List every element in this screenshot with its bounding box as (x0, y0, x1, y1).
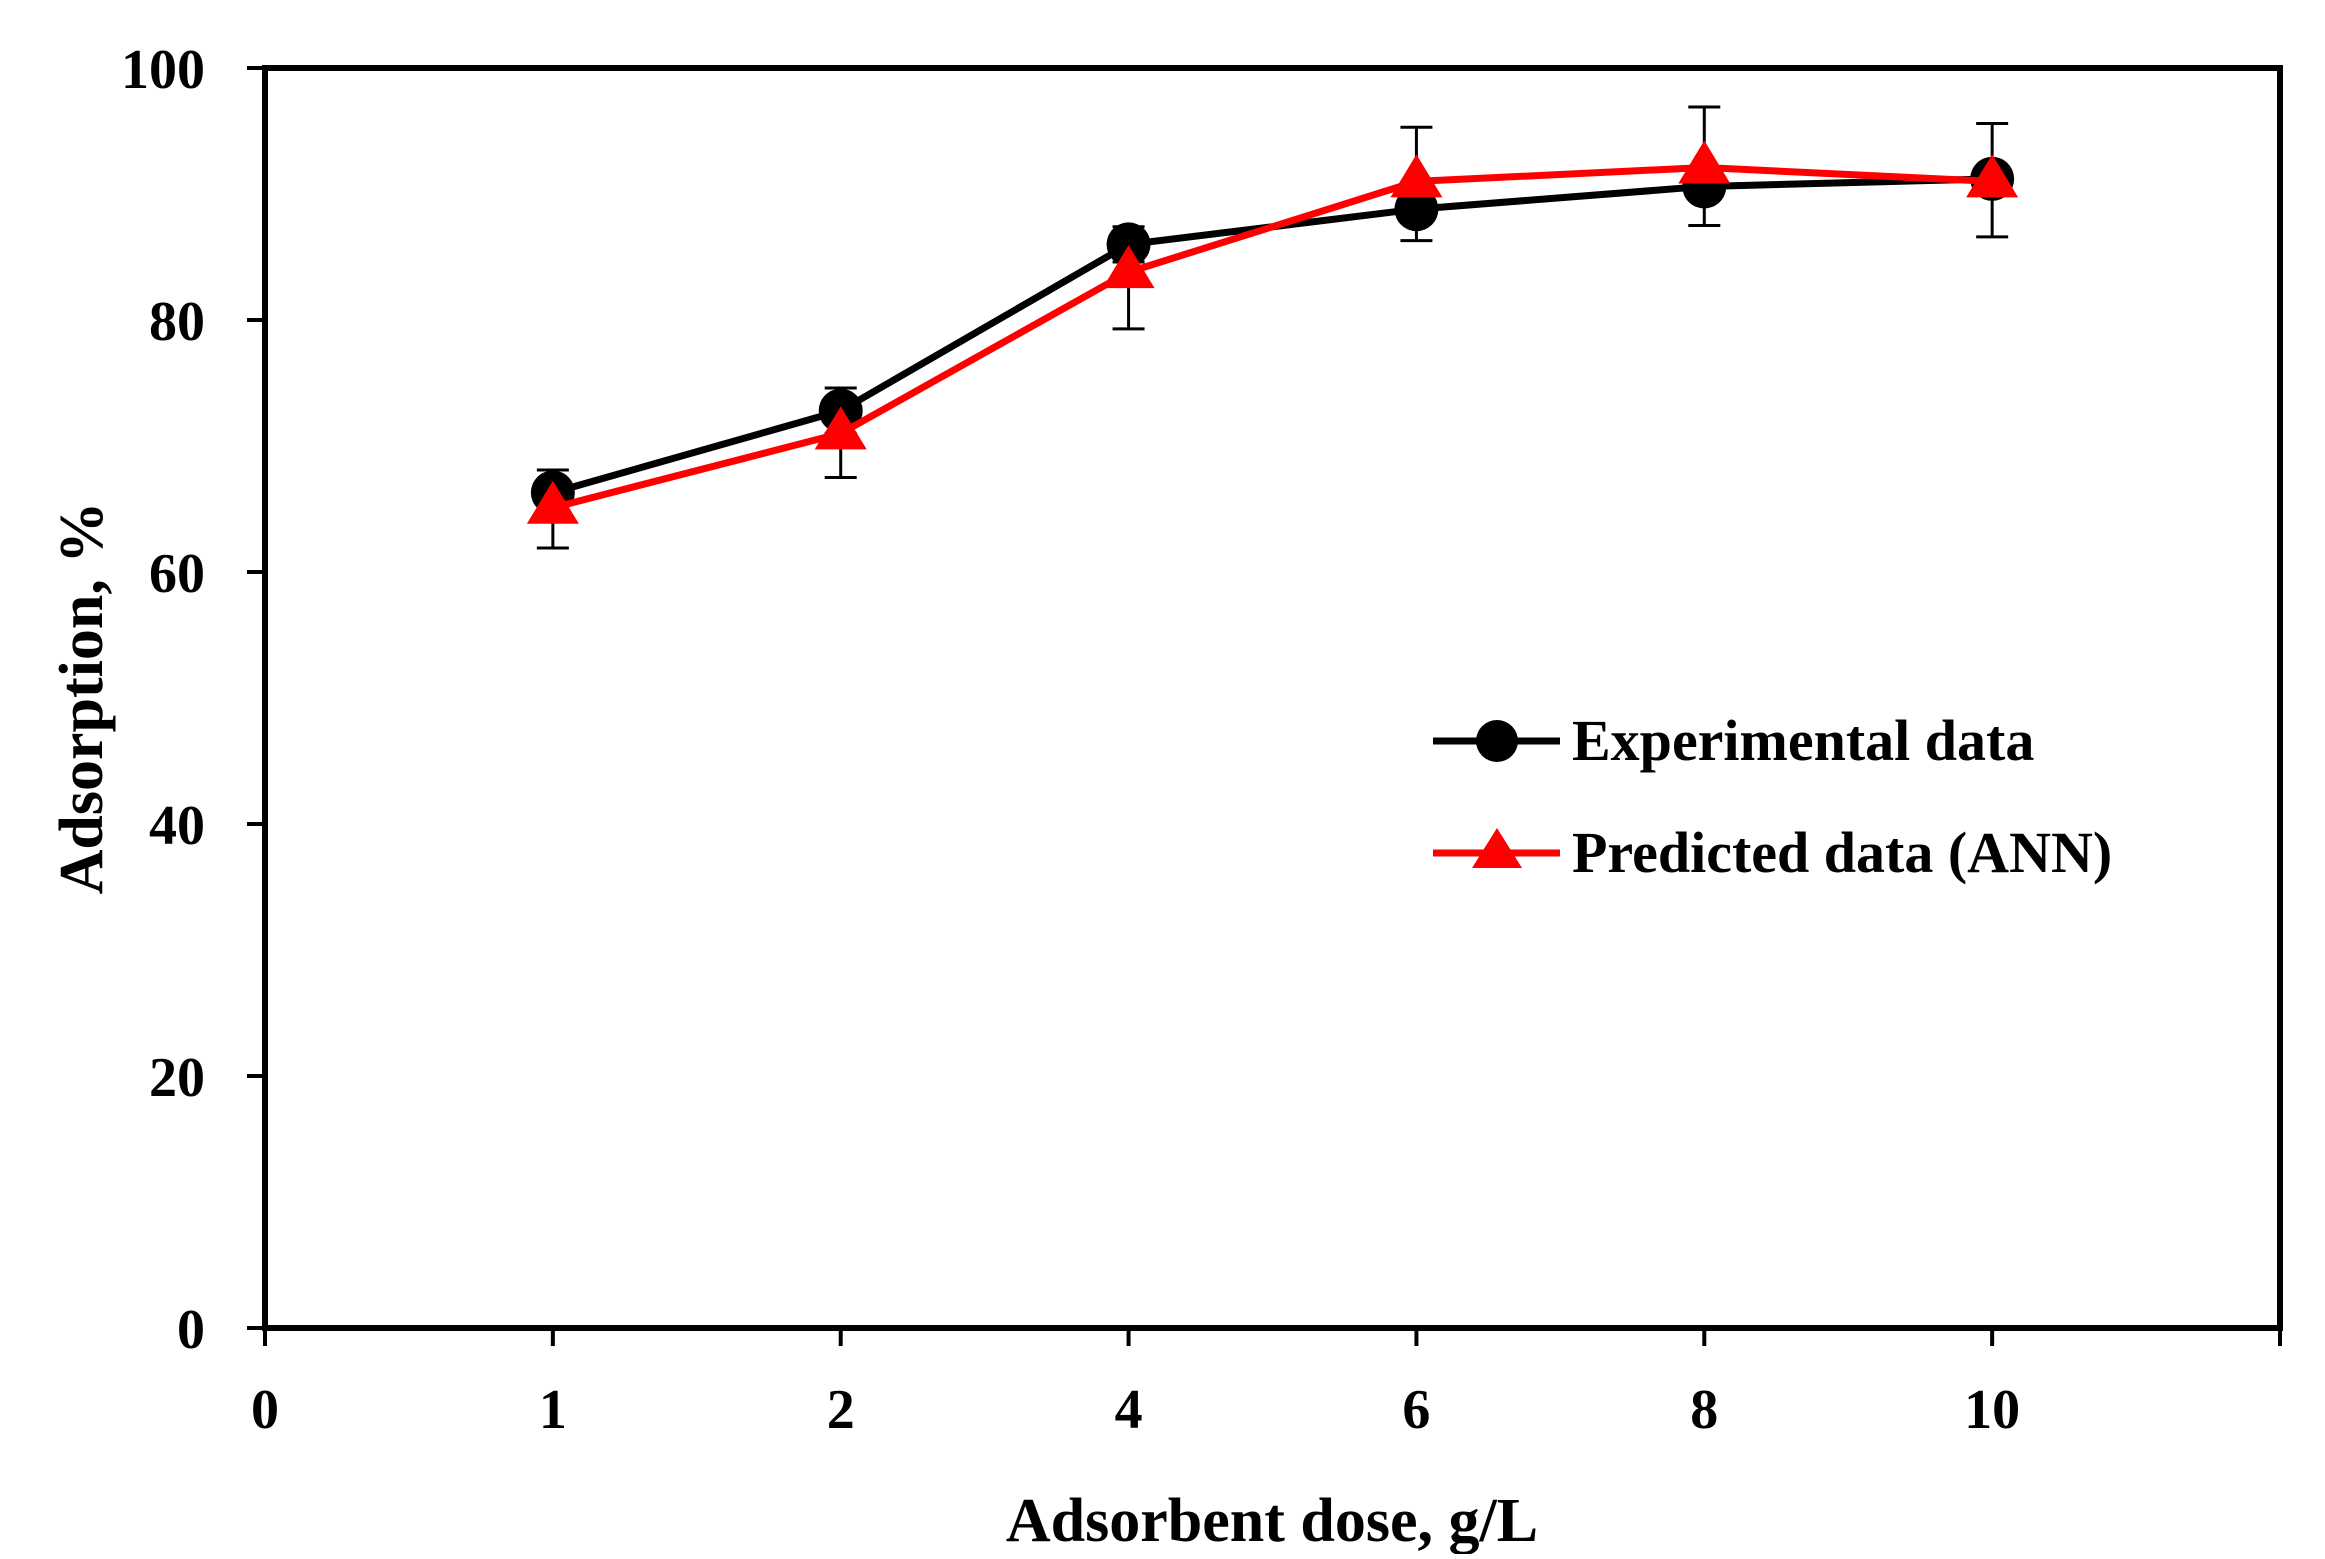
data-point-triangle (1678, 140, 1731, 184)
legend-marker-predicted (1472, 828, 1522, 868)
y-tick-label: 40 (149, 795, 205, 857)
data-point-triangle (1390, 154, 1443, 198)
data-point-triangle (526, 480, 579, 524)
y-tick-label: 60 (149, 543, 205, 605)
legend: Experimental data Predicted data (ANN) (1433, 708, 2112, 885)
series-predicted (526, 140, 2019, 550)
x-tick-label: 0 (251, 1379, 279, 1441)
x-tick-label: 6 (1402, 1379, 1430, 1441)
series-layer (526, 105, 2019, 550)
legend-label-predicted: Predicted data (ANN) (1572, 820, 2112, 885)
data-point-triangle (814, 406, 867, 450)
y-tick-label: 20 (149, 1047, 205, 1109)
x-tick-label: 10 (1964, 1379, 2020, 1441)
x-tick-label: 8 (1690, 1379, 1718, 1441)
x-tick-label: 4 (1115, 1379, 1143, 1441)
data-point-triangle (1102, 245, 1155, 289)
x-tick-label: 1 (539, 1379, 567, 1441)
x-tick-label: 2 (827, 1379, 855, 1441)
series-line (551, 164, 1993, 512)
y-axis-title: Adsorption, % (48, 502, 116, 895)
plot-area (262, 65, 2283, 1331)
x-axis-title: Adsorbent dose, g/L (1006, 1487, 1538, 1554)
data-point-circle (1394, 187, 1439, 232)
y-tick-label: 80 (149, 291, 205, 353)
x-axis-ticks: 0 1 2 4 6 8 10 (251, 1328, 2282, 1441)
legend-marker-experimental (1476, 720, 1518, 762)
legend-label-experimental: Experimental data (1572, 708, 2034, 773)
data-point-triangle (1966, 154, 2019, 198)
y-axis-ticks: 0 20 40 60 80 100 (121, 39, 265, 1361)
y-tick-label: 0 (177, 1299, 205, 1361)
data-point-circle (1106, 222, 1151, 267)
y-tick-label: 100 (121, 39, 205, 101)
